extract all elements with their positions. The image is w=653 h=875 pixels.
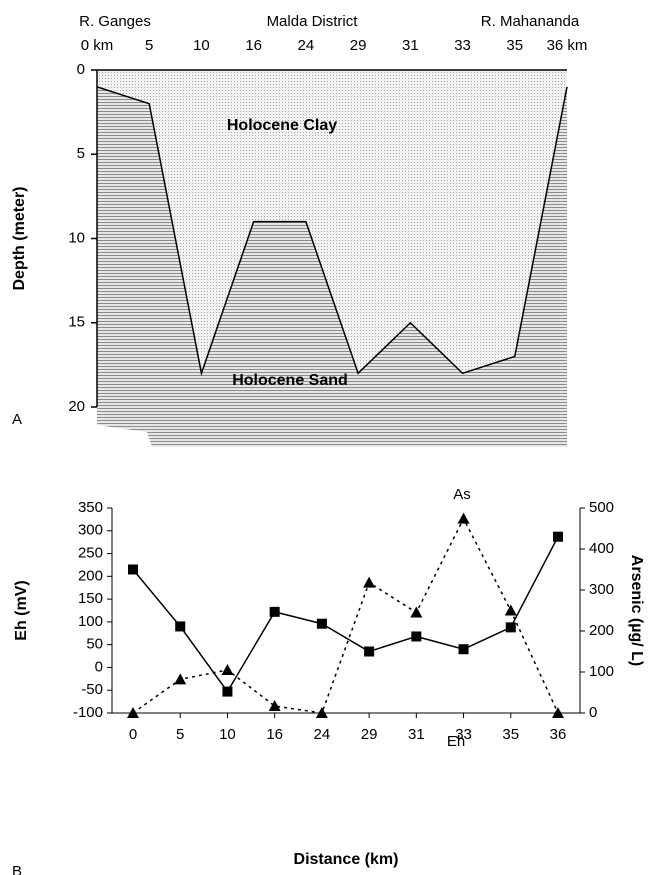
- y-tick-label: 15: [68, 314, 85, 331]
- y2-tick-label: 100: [589, 663, 614, 680]
- lower-label: Holocene Sand: [232, 372, 348, 389]
- series-line: [132, 517, 559, 714]
- panel-label: B: [12, 863, 22, 875]
- y-tick-label: 50: [86, 636, 103, 653]
- square-marker: [411, 631, 422, 642]
- center-label: Malda District: [267, 13, 359, 30]
- x-tick-label: 33: [455, 726, 472, 743]
- x-tick-label: 24: [298, 37, 315, 54]
- y-tick-label: 20: [68, 398, 85, 415]
- x-tick-label: 16: [266, 726, 283, 743]
- triangle-marker: [127, 707, 139, 718]
- x-tick-label: 35: [502, 726, 519, 743]
- panel-label: A: [12, 411, 22, 428]
- y-tick-label: 300: [78, 522, 103, 539]
- square-marker: [316, 618, 327, 629]
- square-marker: [505, 622, 516, 633]
- y-tick-label: 5: [77, 145, 85, 162]
- y2-tick-label: 200: [589, 622, 614, 639]
- boundary-line: [96, 86, 568, 377]
- x-tick-label: 24: [314, 726, 331, 743]
- x-tick-label: 29: [350, 37, 367, 54]
- square-marker: [458, 644, 469, 655]
- square-marker: [175, 621, 186, 632]
- y-tick-label: 0: [95, 658, 103, 675]
- clay-layer: [97, 70, 567, 374]
- x-tick-label: 0: [129, 726, 137, 743]
- y-tick-label: 200: [78, 567, 103, 584]
- triangle-marker: [221, 663, 234, 675]
- y-tick-label: 350: [78, 499, 103, 516]
- square-marker: [553, 531, 563, 542]
- square-marker: [128, 564, 138, 575]
- y-tick-label: -100: [73, 704, 103, 721]
- x-tick-label: 5: [145, 37, 153, 54]
- left-label: R. Ganges: [79, 13, 151, 30]
- triangle-marker: [268, 700, 281, 712]
- y2-tick-label: 500: [589, 499, 614, 516]
- x-tick-label: 36: [550, 726, 567, 743]
- y2-tick-label: 0: [589, 704, 597, 721]
- triangle-marker: [363, 576, 376, 588]
- x-tick-label: 0 km: [81, 37, 114, 54]
- x-tick-label: 5: [176, 726, 184, 743]
- square-marker: [222, 686, 233, 697]
- triangle-marker: [410, 606, 423, 618]
- y-tick-label: 150: [78, 590, 103, 607]
- y-tick-label: 250: [78, 545, 103, 562]
- triangle-marker: [504, 604, 517, 616]
- y-tick-label: 0: [77, 61, 85, 78]
- triangle-marker: [552, 707, 564, 718]
- y-tick-label: 100: [78, 613, 103, 630]
- x-tick-label: 10: [219, 726, 236, 743]
- y-tick-label: -50: [81, 681, 103, 698]
- sand-layer: [97, 86, 567, 447]
- square-marker: [364, 646, 375, 657]
- series-name: As: [453, 486, 471, 503]
- x-axis-title: Distance (km): [294, 851, 399, 868]
- y2-tick-label: 300: [589, 581, 614, 598]
- x-tick-label: 10: [193, 37, 210, 54]
- x-tick-label: 36 km: [547, 37, 588, 54]
- x-tick-label: 31: [408, 726, 425, 743]
- y2-tick-label: 400: [589, 540, 614, 557]
- triangle-marker: [174, 673, 187, 685]
- right-label: R. Mahananda: [481, 13, 580, 30]
- x-tick-label: 29: [361, 726, 378, 743]
- upper-label: Holocene Clay: [227, 117, 337, 134]
- square-marker: [269, 606, 280, 617]
- x-tick-label: 16: [245, 37, 262, 54]
- x-tick-label: 35: [506, 37, 523, 54]
- triangle-marker: [457, 512, 470, 524]
- y-tick-label: 10: [68, 229, 85, 246]
- triangle-marker: [315, 707, 328, 718]
- y2-axis-title: Arsenic (µg/ L): [628, 555, 645, 666]
- series-name: Eh: [447, 733, 465, 750]
- x-tick-label: 31: [402, 37, 419, 54]
- series-line: [132, 536, 559, 693]
- y-axis-title: Eh (mV): [13, 580, 30, 640]
- y-axis-title: Depth (meter): [11, 186, 28, 290]
- x-tick-label: 33: [454, 37, 471, 54]
